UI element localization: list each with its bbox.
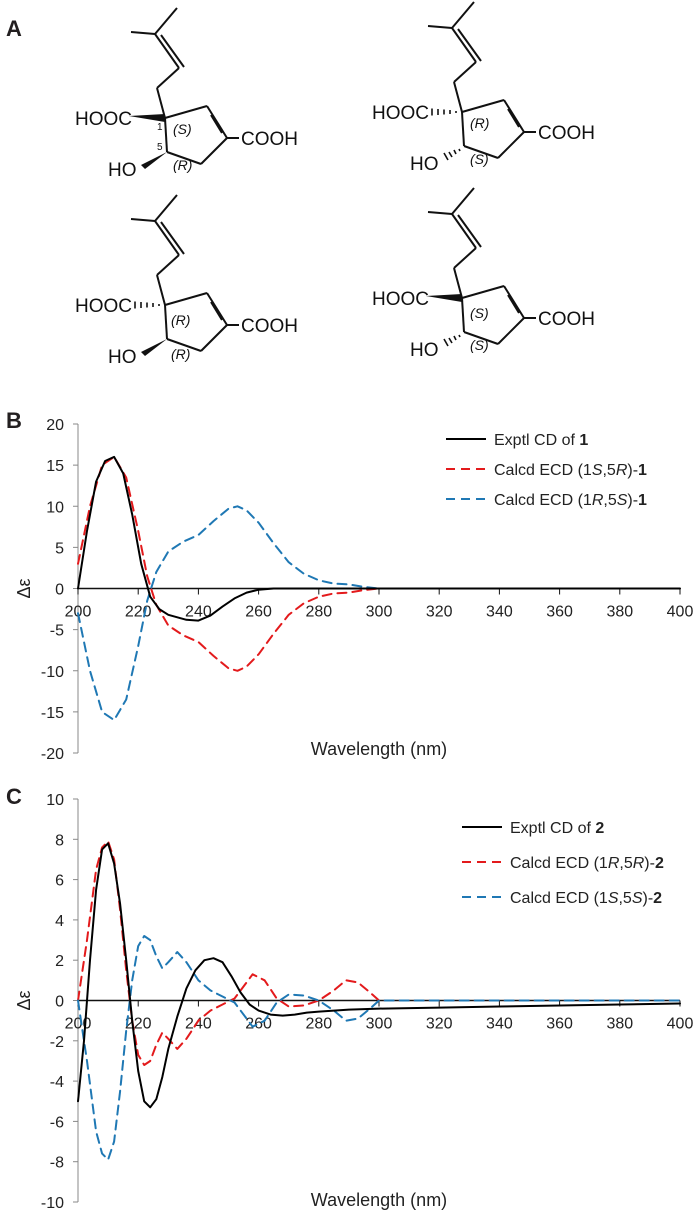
chart-c-x-tick-label: 320 <box>426 1016 453 1033</box>
chart-c-y-tick-label: 6 <box>55 873 64 890</box>
structure-2-cooh: COOH <box>538 123 595 144</box>
structures-panel: (S) (R) 1 5 HOOC COOH HO (R) (S) <box>75 1 595 368</box>
chart-b-x-tick-label: 280 <box>305 604 332 621</box>
panel-label-c: C <box>6 784 22 809</box>
chart-b-y-tick-label: 20 <box>46 417 64 434</box>
structure-1-ho: HO <box>108 160 137 181</box>
structure-4-c1-label: (S) <box>470 305 489 321</box>
chart-b-x-tick-label: 400 <box>667 604 694 621</box>
structure-3-c1-label: (R) <box>171 312 190 328</box>
chart-b-y-tick-label: 0 <box>55 582 64 599</box>
chart-c-x-tick-label: 200 <box>65 1016 92 1033</box>
chart-c-legend-label-3: Calcd ECD (1S,5S)-2 <box>510 890 662 907</box>
structure-3-cooh: COOH <box>241 316 298 337</box>
structure-3: (R) (R) HOOC COOH HO <box>75 194 298 368</box>
structure-1: (S) (R) 1 5 HOOC COOH HO <box>75 7 298 181</box>
structure-3-ho: HO <box>108 347 137 368</box>
chart-c-x-tick-label: 360 <box>546 1016 573 1033</box>
structure-1-hooc: HOOC <box>75 109 132 130</box>
structure-4: (S) (S) HOOC COOH HO <box>372 187 595 361</box>
chart-b-y-tick-label: 10 <box>46 499 64 516</box>
chart-b-y-tick-label: -20 <box>41 746 64 763</box>
chart-b-series-1-line <box>77 455 681 622</box>
structure-2-hooc: HOOC <box>372 103 429 124</box>
chart-c-y-axis-title: Δε <box>14 990 34 1010</box>
chart-c-series-1-line <box>77 842 681 1109</box>
chart-c-y-tick-label: 0 <box>55 994 64 1011</box>
chart-b-x-tick-label: 200 <box>65 604 92 621</box>
chart-c-y-tick-label: 10 <box>46 792 64 809</box>
chart-b-x-tick-label: 380 <box>606 604 633 621</box>
chart-c-y-tick-label: 4 <box>55 913 64 930</box>
panel-label-b: B <box>6 408 22 433</box>
chart-c-series-3-line <box>77 935 681 1161</box>
chart-b-x-tick-label: 320 <box>426 604 453 621</box>
chart-b-y-tick-label: 5 <box>55 540 64 557</box>
structure-1-c5-number: 5 <box>157 142 163 153</box>
structure-3-c5-label: (R) <box>171 346 190 362</box>
chart-b-x-axis-title: Wavelength (nm) <box>311 739 447 759</box>
chart-c-y-tick-label: -2 <box>50 1034 64 1051</box>
chart-c-x-tick-label: 220 <box>125 1016 152 1033</box>
structure-2: (R) (S) HOOC COOH HO <box>372 1 595 175</box>
chart-c-x-tick-label: 240 <box>185 1016 212 1033</box>
structure-2-ho: HO <box>410 154 439 175</box>
chart-c-x-tick-label: 380 <box>606 1016 633 1033</box>
structure-4-hooc: HOOC <box>372 289 429 310</box>
structure-1-c1-label: (S) <box>173 121 192 137</box>
chart-c-x-tick-label: 260 <box>245 1016 272 1033</box>
structure-2-c1-label: (R) <box>470 115 489 131</box>
chart-b-x-tick-label: 260 <box>245 604 272 621</box>
structure-1-c5-label: (R) <box>173 157 192 173</box>
chart-c-x-axis-title: Wavelength (nm) <box>311 1190 447 1210</box>
chart-c-x-tick-label: 280 <box>305 1016 332 1033</box>
chart-b-series-3-line <box>77 505 681 722</box>
chart-c-y-tick-label: -4 <box>50 1074 64 1091</box>
chart-c-y-tick-label: -6 <box>50 1114 64 1131</box>
structure-4-ho: HO <box>410 340 439 361</box>
chart-b-legend-label-1: Exptl CD of 1 <box>494 432 588 449</box>
chart-b-legend-label-2: Calcd ECD (1S,5R)-1 <box>494 462 647 479</box>
chart-c: 10 8 6 4 2 0 -2 -4 -6 -8 -10 200 220 240 260 280 300 320 3… <box>14 792 694 1212</box>
chart-b-y-axis-title: Δε <box>14 578 34 598</box>
chart-b-x-tick-label: 220 <box>125 604 152 621</box>
chart-b-x-tick-label: 340 <box>486 604 513 621</box>
chart-b-x-tick-label: 240 <box>185 604 212 621</box>
structure-4-cooh: COOH <box>538 309 595 330</box>
chart-c-x-tick-label: 400 <box>667 1016 694 1033</box>
structure-2-c5-label: (S) <box>470 151 489 167</box>
chart-b-y-tick-label: 15 <box>46 458 64 475</box>
chart-c-y-tick-label: -10 <box>41 1195 64 1212</box>
chart-b-y-tick-label: -5 <box>50 623 64 640</box>
chart-c-x-tick-label: 340 <box>486 1016 513 1033</box>
structure-1-cooh: COOH <box>241 129 298 150</box>
chart-b-y-tick-label: -10 <box>41 664 64 681</box>
chart-b: 20 15 10 5 0 -5 -10 -15 -20 200 220 240 260 280 300 320… <box>14 417 694 763</box>
chart-b-x-tick-label: 300 <box>366 604 393 621</box>
chart-c-x-tick-label: 300 <box>366 1016 393 1033</box>
chart-c-y-tick-label: -8 <box>50 1155 64 1172</box>
panel-label-a: A <box>6 16 22 41</box>
chart-c-y-tick-label: 8 <box>55 832 64 849</box>
chart-c-y-tick-label: 2 <box>55 953 64 970</box>
chart-b-y-tick-label: -15 <box>41 705 64 722</box>
chart-c-legend-label-1: Exptl CD of 2 <box>510 820 604 837</box>
chart-b-x-tick-label: 360 <box>546 604 573 621</box>
structure-1-c1-number: 1 <box>157 122 163 133</box>
chart-c-legend-label-2: Calcd ECD (1R,5R)-2 <box>510 855 664 872</box>
chart-b-legend-label-3: Calcd ECD (1R,5S)-1 <box>494 492 647 509</box>
structure-4-c5-label: (S) <box>470 337 489 353</box>
chart-b-series-2-line <box>77 455 681 672</box>
structure-3-hooc: HOOC <box>75 296 132 317</box>
